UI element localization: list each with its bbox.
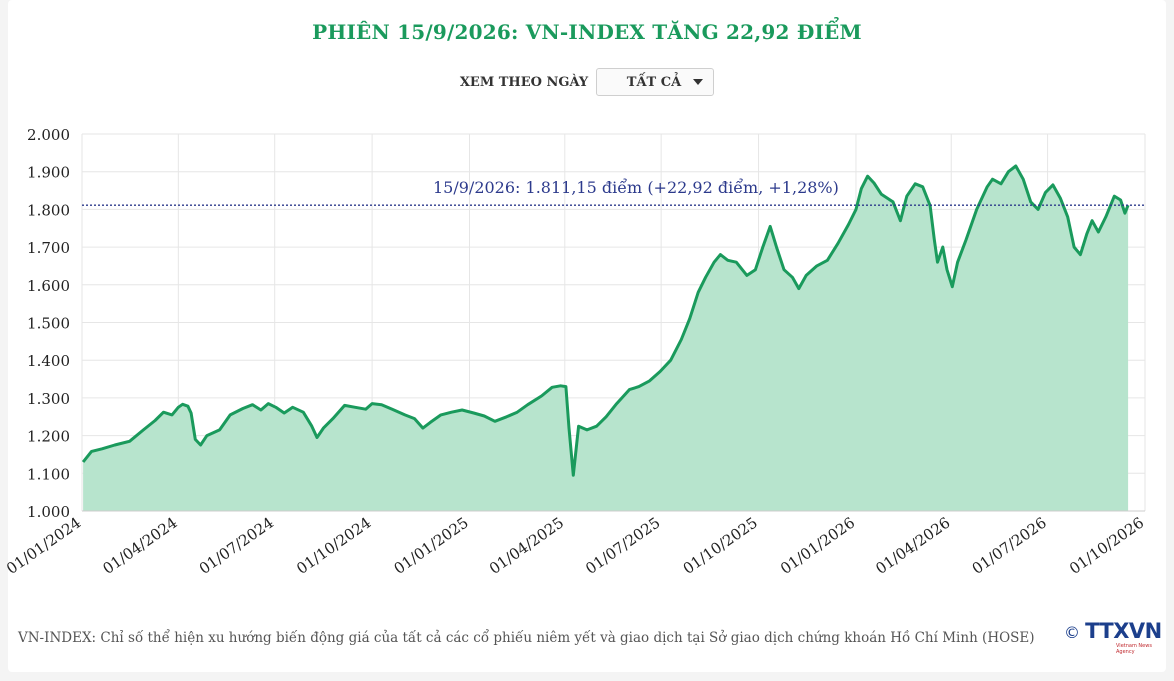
x-tick-label: 01/10/2025 — [680, 514, 761, 578]
copyright-icon: © — [1064, 623, 1080, 642]
footnote: VN-INDEX: Chỉ số thể hiện xu hướng biến … — [18, 630, 1035, 646]
y-tick-label: 2.000 — [27, 126, 70, 144]
x-tick-label: 01/04/2024 — [99, 514, 180, 578]
y-tick-label: 1.600 — [27, 277, 70, 295]
area-fill — [83, 166, 1129, 511]
y-tick-label: 1.200 — [27, 428, 70, 446]
x-tick-label: 01/01/2026 — [777, 514, 858, 578]
x-tick-label: 01/04/2025 — [486, 514, 567, 578]
y-tick-label: 1.300 — [27, 390, 70, 408]
y-tick-label: 1.100 — [27, 465, 70, 483]
x-tick-label: 01/10/2026 — [1066, 514, 1147, 578]
date-range-select[interactable]: TẤT CẢ — [596, 68, 715, 96]
x-tick-label: 01/01/2025 — [391, 514, 472, 578]
series-line — [81, 164, 1130, 477]
ttxvn-logo: © TTXVN Vietnam News Agency — [1064, 619, 1168, 655]
y-tick-label: 1.400 — [27, 352, 70, 370]
chart-title: PHIÊN 15/9/2026: VN-INDEX TĂNG 22,92 ĐIỂ… — [312, 20, 862, 44]
y-tick-label: 1.500 — [27, 315, 70, 333]
y-tick-label: 1.900 — [27, 164, 70, 182]
filter-label: XEM THEO NGÀY — [459, 74, 589, 90]
chevron-down-icon — [693, 79, 704, 85]
date-filter: XEM THEO NGÀY TẤT CẢ — [0, 68, 1174, 96]
y-tick-label: 1.000 — [27, 503, 70, 521]
reference-label: 15/9/2026: 1.811,15 điểm (+22,92 điểm, +… — [433, 178, 839, 197]
x-tick-label: 01/10/2024 — [293, 514, 374, 578]
x-tick-label: 01/07/2025 — [582, 514, 663, 578]
date-range-selected: TẤT CẢ — [626, 74, 682, 90]
y-tick-label: 1.700 — [27, 239, 70, 257]
x-tick-label: 01/07/2026 — [969, 514, 1050, 578]
x-tick-label: 01/01/2024 — [3, 514, 84, 578]
x-tick-label: 01/07/2024 — [196, 514, 277, 578]
logo-subtitle: Vietnam News Agency — [1116, 643, 1152, 655]
y-tick-label: 1.800 — [27, 201, 70, 219]
logo-text: TTXVN — [1085, 619, 1162, 643]
x-tick-label: 01/04/2026 — [872, 514, 953, 578]
